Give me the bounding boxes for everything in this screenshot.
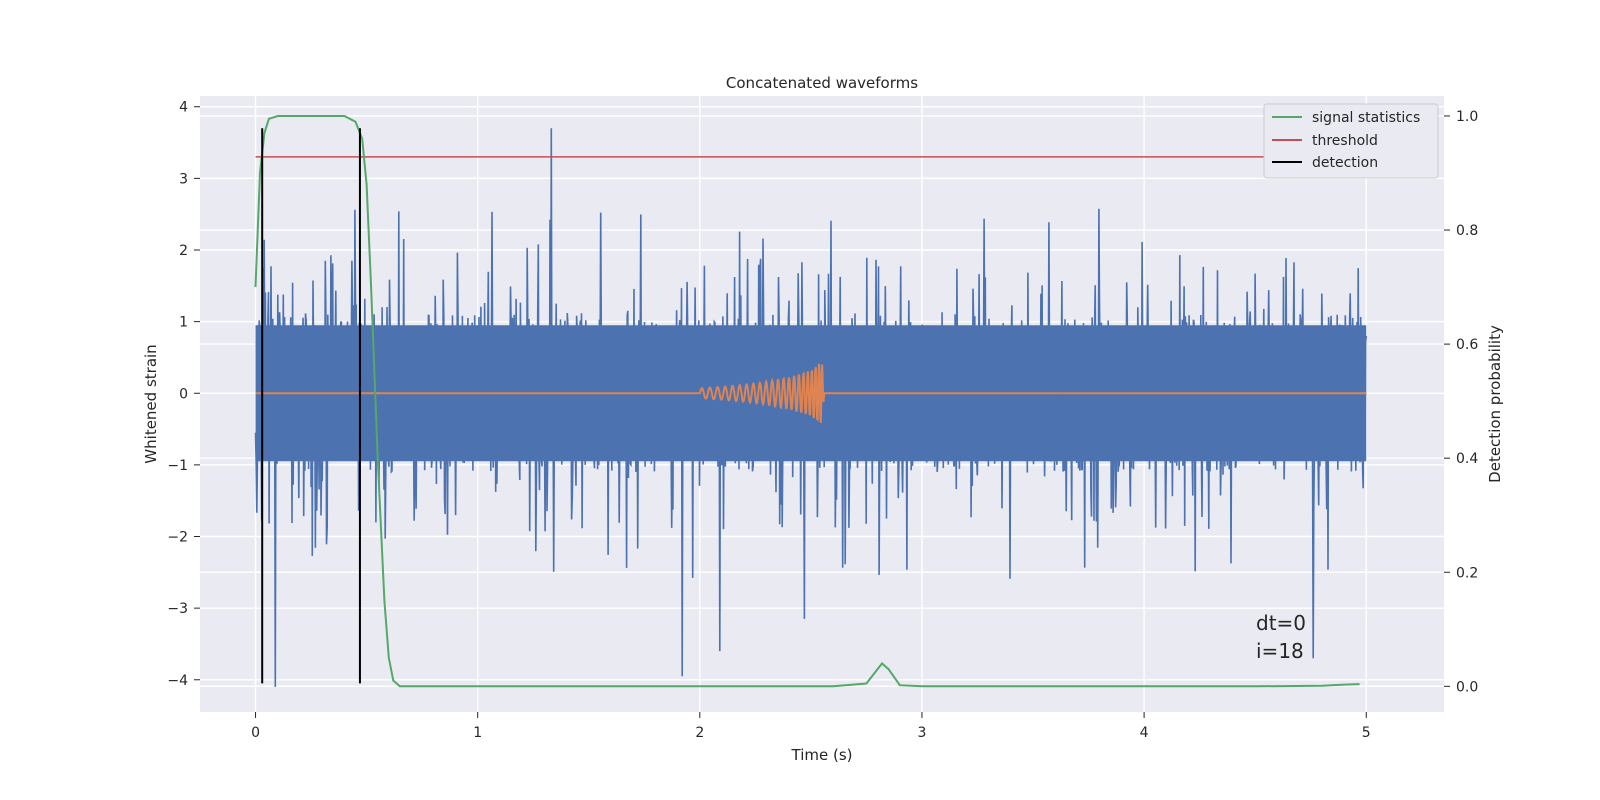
legend-box <box>1263 103 1439 179</box>
x-tick-label: 4 <box>1140 725 1149 741</box>
y-tick-label: 2 <box>179 243 188 259</box>
chart-title: Concatenated waveforms <box>726 74 918 92</box>
series-layer <box>254 115 1368 688</box>
y-tick-label: −2 <box>167 530 188 546</box>
y-tick-label: 1 <box>179 315 188 331</box>
y-tick-label: −1 <box>167 458 188 474</box>
x-tick-label: 1 <box>473 725 482 741</box>
noise-series-line <box>254 128 1368 687</box>
x-tick-label: 3 <box>918 725 927 741</box>
x-axis-title: Time (s) <box>791 746 853 764</box>
y-axis-right-title: Detection probability <box>1486 325 1504 483</box>
annotation-dt: dt=0 <box>1256 611 1306 635</box>
y-tick-label: 3 <box>179 171 188 187</box>
annotation-i: i=18 <box>1256 639 1304 663</box>
y-right-tick-label: 0.2 <box>1456 565 1478 581</box>
x-tick-label: 0 <box>251 725 260 741</box>
x-tick-label: 5 <box>1362 725 1371 741</box>
y-tick-label: −3 <box>167 601 188 617</box>
y-axis-title: Whitened strain <box>142 344 160 463</box>
signal-statistics-series-line <box>254 115 1360 688</box>
y-tick-label: 4 <box>179 100 188 116</box>
y-right-tick-label: 0.6 <box>1456 337 1478 353</box>
legend: signal statistics threshold detection <box>1263 103 1439 179</box>
chirp-series-line <box>255 363 1367 423</box>
legend-label-threshold: threshold <box>1312 133 1378 149</box>
tick-labels: 0 1 2 3 4 5 −4 −3 −2 −1 0 1 2 3 4 0.0 0.2 0.4 0.6 0.8 1.0 <box>167 100 1478 741</box>
y-right-tick-label: 0.8 <box>1456 223 1478 239</box>
legend-label-signal-statistics: signal statistics <box>1312 110 1420 126</box>
y-tick-label: −4 <box>167 673 188 689</box>
y-right-tick-label: 1.0 <box>1456 109 1478 125</box>
y-right-tick-label: 0.0 <box>1456 679 1478 695</box>
y-right-tick-label: 0.4 <box>1456 451 1478 467</box>
y-tick-label: 0 <box>179 386 188 402</box>
legend-label-detection: detection <box>1312 155 1378 171</box>
x-tick-label: 2 <box>695 725 704 741</box>
